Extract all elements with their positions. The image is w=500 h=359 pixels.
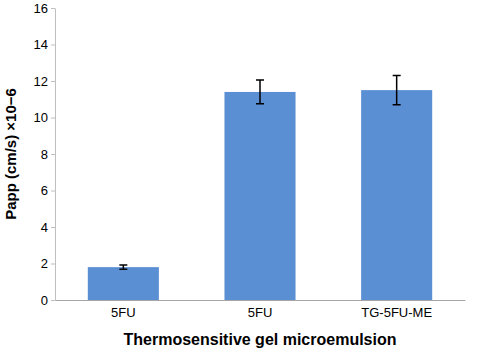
y-tick-mark — [51, 300, 55, 301]
y-tick: 10 — [34, 110, 55, 125]
y-tick: 0 — [41, 293, 55, 308]
y-tick: 6 — [41, 183, 55, 198]
error-bar — [119, 265, 127, 269]
y-tick: 12 — [34, 74, 55, 89]
y-tick-mark — [51, 264, 55, 265]
x-tick-label: TG-5FU-ME — [361, 305, 432, 320]
y-tick-label: 8 — [41, 147, 48, 162]
y-tick-mark — [51, 191, 55, 192]
y-tick-label: 4 — [41, 220, 48, 235]
y-tick-mark — [51, 81, 55, 82]
x-axis: 5FU 5FU TG-5FU-ME — [56, 300, 466, 320]
y-tick-label: 0 — [41, 293, 48, 308]
y-tick-label: 6 — [41, 183, 48, 198]
x-tick-label: 5FU — [111, 305, 136, 320]
y-axis: 0 2 4 6 8 10 12 14 16 — [34, 1, 56, 308]
y-tick: 2 — [41, 256, 55, 271]
y-tick: 14 — [34, 37, 55, 52]
y-tick-label: 12 — [34, 74, 48, 89]
error-bar — [393, 76, 401, 105]
y-tick-mark — [51, 8, 55, 9]
x-axis-title: Thermosensitive gel microemulsion — [124, 331, 397, 348]
y-tick: 8 — [41, 147, 55, 162]
x-tick: 5FU — [111, 300, 136, 320]
error-bar — [256, 80, 264, 104]
y-axis-line — [55, 9, 56, 301]
y-tick-label: 2 — [41, 256, 48, 271]
bar — [361, 90, 432, 300]
y-axis-title: Papp (cm/s) ×10−6 — [2, 88, 19, 220]
y-tick-mark — [51, 45, 55, 46]
y-tick: 4 — [41, 220, 55, 235]
y-tick: 16 — [34, 1, 55, 16]
bar — [88, 267, 159, 300]
y-tick-label: 16 — [34, 1, 48, 16]
y-tick-mark — [51, 118, 55, 119]
x-tick-label: 5FU — [248, 305, 273, 320]
y-tick-mark — [51, 154, 55, 155]
bar — [224, 92, 295, 300]
error-bars — [119, 76, 400, 270]
x-tick: TG-5FU-ME — [361, 300, 432, 320]
y-tick-label: 10 — [34, 110, 48, 125]
x-tick: 5FU — [248, 300, 273, 320]
plot: 0 2 4 6 8 10 12 14 16 5FU 5FU TG-5FU-ME — [34, 1, 466, 321]
x-axis-line — [56, 300, 466, 301]
bars — [88, 76, 432, 300]
y-tick-label: 14 — [34, 37, 48, 52]
chart: 0 2 4 6 8 10 12 14 16 5FU 5FU TG-5FU-ME Thermosensit… — [0, 0, 500, 359]
y-tick-mark — [51, 227, 55, 228]
